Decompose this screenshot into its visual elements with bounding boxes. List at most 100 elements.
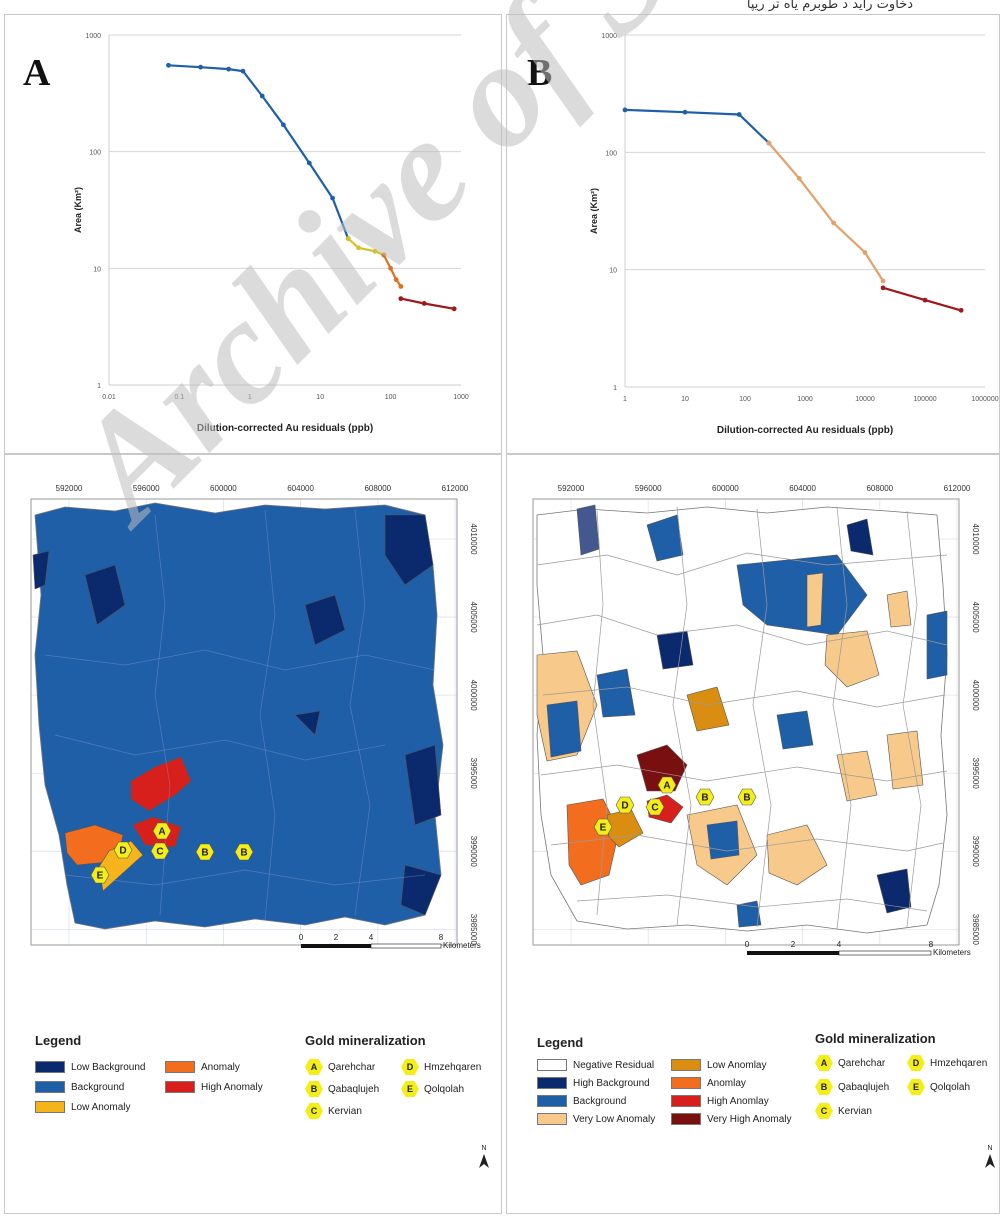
scale-bar-white (370, 943, 442, 949)
legend-item-anomlay: Anomlay (671, 1077, 746, 1089)
scale-tick: 0 (299, 933, 304, 942)
data-point (736, 112, 742, 117)
catchment-boundary (536, 614, 948, 646)
legend-swatch (165, 1061, 195, 1073)
y-tick-label: 1 (613, 385, 617, 392)
site-label: E (600, 823, 607, 834)
panel-letter-a: A (23, 52, 51, 94)
data-point (922, 297, 928, 303)
data-point (280, 122, 286, 128)
x-tick-label: 1000000 (971, 396, 998, 403)
legend-swatch (671, 1113, 701, 1125)
catchment-boundary (832, 506, 852, 930)
map-x-tick: 596000 (133, 484, 160, 493)
series-line (347, 237, 385, 257)
catchment-boundary (54, 734, 386, 761)
data-point (388, 265, 393, 271)
gold-item-qarehchar: A Qarehchar (815, 1055, 885, 1071)
site-hex-icon: E (401, 1081, 419, 1097)
x-tick-label: 1000 (797, 396, 813, 403)
data-point (622, 107, 628, 113)
site-marker (90, 866, 110, 884)
map-panel-b: 592000 596000 600000 604000 608000 612000 4010… (506, 454, 1000, 1214)
zone-polygon (32, 550, 50, 590)
legend-swatch (35, 1061, 65, 1073)
site-marker (234, 843, 254, 861)
site-marker (737, 788, 757, 806)
scale-tick: 4 (837, 940, 842, 949)
gold-item-hmzehqaren: D Hmzehqaren (907, 1055, 987, 1071)
data-point (862, 250, 868, 255)
map-b: 592000 596000 600000 604000 608000 612000 4010… (532, 484, 980, 957)
y-axis-label: Area (Km²) (73, 187, 83, 233)
x-tick-label: 1 (248, 394, 252, 401)
map-x-tick: 608000 (866, 484, 893, 493)
data-point (831, 220, 837, 226)
site-marker (645, 798, 665, 816)
site-marker (695, 788, 715, 806)
series-line (382, 254, 402, 288)
y-tick-label: 1000 (601, 33, 617, 40)
y-axis-label: Area (Km²) (589, 188, 599, 234)
zone-polygon (824, 630, 880, 688)
scale-unit: Kilometers (443, 941, 481, 950)
data-point (356, 245, 361, 251)
site-label: D (621, 801, 628, 812)
series-line (768, 142, 885, 282)
x-tick-label: 0.1 (175, 394, 185, 401)
map-x-tick: 612000 (944, 484, 971, 493)
legend-item-high-anomaly: High Anomaly (165, 1081, 263, 1093)
x-tick-label: 100 (739, 396, 751, 403)
zone-polygon (576, 504, 600, 556)
legend-swatch (671, 1095, 701, 1107)
series-line (624, 108, 770, 144)
legend-swatch (671, 1077, 701, 1089)
y-tick-label: 10 (93, 266, 101, 273)
zone-polygon (404, 744, 442, 826)
data-point (421, 301, 427, 306)
data-point (796, 175, 802, 181)
data-point (166, 62, 171, 68)
scale-tick: 8 (929, 940, 934, 949)
legend-item-anomaly: Anomaly (165, 1061, 240, 1073)
catchment-boundary (576, 894, 928, 912)
data-point (306, 160, 312, 166)
catchment-boundary (44, 649, 436, 671)
site-marker (593, 818, 613, 836)
zone-polygon (886, 730, 924, 790)
north-arrow-icon: N (983, 1145, 997, 1172)
gold-item-kervian: C Kervian (305, 1103, 362, 1119)
data-point (451, 306, 457, 312)
map-y-tick: 4000000 (469, 680, 478, 712)
map-y-tick: 4010000 (971, 523, 980, 555)
scale-tick: 0 (745, 940, 750, 949)
map-y-tick: 3995000 (971, 758, 980, 790)
zone-polygon (846, 518, 874, 556)
zone-polygon (736, 900, 762, 928)
zone-polygon (130, 756, 192, 812)
scale-bar-white (838, 950, 932, 956)
data-point (240, 68, 246, 74)
zone-polygon (596, 668, 636, 718)
data-point (398, 296, 404, 302)
map-x-tick: 592000 (56, 484, 83, 493)
zone-polygon (384, 514, 434, 586)
scale-unit: Kilometers (933, 948, 971, 957)
x-tick-label: 0.01 (102, 394, 116, 401)
map-y-tick: 3985000 (971, 914, 980, 946)
header-strip: دخاوت راید د طوبرم یاه تر ریپآ (0, 0, 1003, 14)
chart-b: 1 10 100 1000 1 10 100 1000 10000 100000 1000000 Di… (589, 33, 999, 436)
data-point (226, 66, 232, 72)
scale-tick: 2 (791, 940, 796, 949)
data-point (682, 109, 688, 115)
scale-bar-black (301, 944, 371, 948)
legend-title: Legend (537, 1035, 584, 1050)
site-marker (615, 796, 635, 814)
gold-legend-title: Gold mineralization (305, 1033, 426, 1048)
map-y-tick: 4010000 (469, 523, 478, 555)
map-y-tick: 3995000 (469, 758, 478, 790)
zone-polygon (886, 590, 912, 628)
map-x-tick: 612000 (442, 484, 469, 493)
data-point (393, 277, 399, 283)
legend-title: Legend (35, 1033, 82, 1048)
